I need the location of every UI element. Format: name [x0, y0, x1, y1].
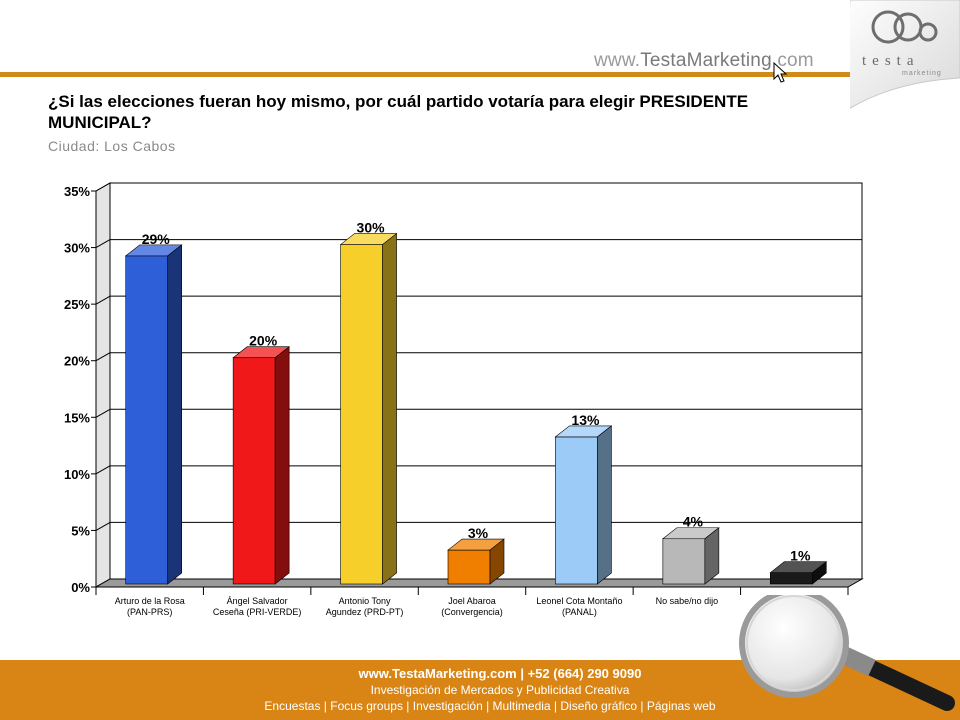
data-label: 13%	[571, 412, 600, 428]
bar-chart: 0% 5% 10% 15% 20% 25% 30% 35% 29% Arturo de la Ro…	[64, 182, 864, 617]
bar-side	[382, 232, 397, 585]
y-tick-label: 0%	[71, 580, 90, 595]
y-tick-label: 15%	[64, 410, 90, 425]
x-tick-label: Antonio Tony Agundez (PRD-PT)	[326, 596, 404, 617]
x-tick-label: No sabe/no dijo	[656, 596, 719, 606]
x-tick-label: Leonel Cota Montaño (PANAL)	[536, 596, 622, 617]
data-label: 3%	[468, 525, 489, 541]
gridline-side	[95, 182, 111, 192]
y-tick-label: 10%	[64, 467, 90, 482]
bar	[232, 357, 276, 585]
y-tick-label: 35%	[64, 184, 90, 199]
bar-side	[811, 561, 827, 585]
gridline-side	[95, 465, 111, 475]
gridline-side	[95, 408, 111, 418]
site-url[interactable]: www.TestaMarketing.com	[594, 50, 814, 71]
x-tick-label: Ángel Salvador Ceseña (PRI-VERDE)	[213, 596, 302, 617]
y-tick-label: 20%	[64, 354, 90, 369]
bar	[125, 255, 169, 585]
x-tick-label: Joel Abaroa (Convergencia)	[441, 596, 503, 617]
data-label: 29%	[142, 231, 171, 247]
bar	[447, 549, 491, 585]
page-title: ¿Si las elecciones fueran hoy mismo, por…	[48, 92, 749, 132]
data-label: 1%	[790, 548, 811, 564]
bar	[340, 244, 383, 585]
footer-tagline: Investigación de Mercados y Publicidad C…	[370, 683, 630, 697]
logo-icon	[871, 10, 938, 44]
bar	[555, 436, 598, 585]
data-label: 30%	[357, 220, 386, 236]
bar-side	[167, 244, 183, 585]
data-label: 4%	[683, 514, 704, 530]
gridline-side	[95, 521, 111, 531]
bar-side	[274, 346, 290, 585]
y-tick-label: 5%	[71, 523, 90, 538]
bar-side	[704, 527, 720, 585]
bar-side	[489, 538, 505, 585]
x-tick-label: Arturo de la Rosa (PAN-PRS)	[115, 596, 185, 617]
logo-subtext: marketing	[902, 70, 942, 77]
y-tick-label: 30%	[64, 241, 90, 256]
gridline-side	[95, 239, 111, 249]
y-tick-label: 25%	[64, 297, 90, 312]
header-rule	[0, 72, 850, 77]
footer-services: Encuestas | Focus groups | Investigación…	[264, 699, 716, 713]
bar	[662, 538, 706, 585]
bar-side	[597, 425, 612, 585]
gridline-side	[95, 295, 111, 305]
magnifying-glass-icon	[739, 595, 955, 711]
logo-panel	[850, 0, 960, 109]
data-label: 20%	[249, 333, 278, 349]
gridline-side	[95, 352, 111, 362]
logo-text: testa	[862, 53, 920, 69]
footer-contact[interactable]: www.TestaMarketing.com | +52 (664) 290 9…	[358, 666, 642, 681]
bar	[769, 572, 813, 585]
mouse-cursor-icon	[773, 62, 788, 83]
plot-area	[109, 182, 863, 580]
page-subtitle: Ciudad: Los Cabos	[48, 138, 176, 154]
